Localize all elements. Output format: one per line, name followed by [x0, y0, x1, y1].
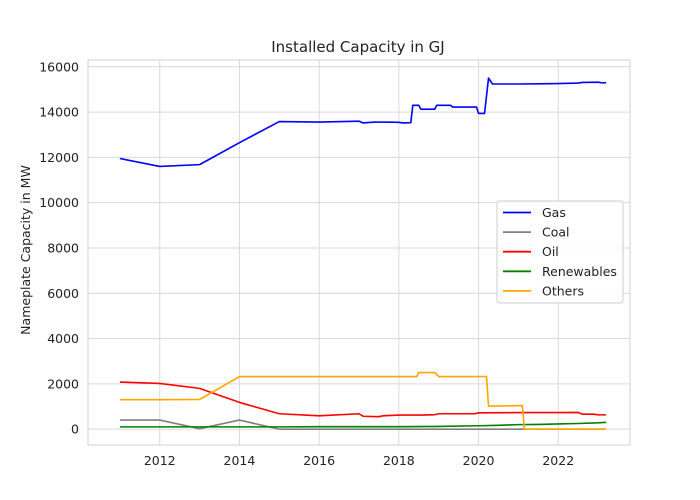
series-line-coal	[119, 419, 607, 430]
series-line-gas	[119, 77, 607, 168]
x-tick-label: 2022	[542, 453, 574, 468]
y-tick-label: 8000	[47, 240, 79, 255]
x-tick-label: 2014	[224, 453, 256, 468]
series-lines	[119, 77, 607, 430]
legend-box	[496, 200, 624, 304]
x-tick-label: 2016	[303, 453, 335, 468]
series-line-others	[119, 371, 607, 430]
tick-labels: 2012 2014 2016 2018 2020 2022 0 2000 4000 6000 800…	[39, 59, 574, 468]
legend-label-others: Others	[542, 283, 584, 298]
legend: Gas Coal Oil Renewables Others	[496, 200, 624, 304]
y-tick-label: 12000	[39, 150, 79, 165]
y-tick-label: 16000	[39, 59, 79, 74]
x-tick-label: 2018	[383, 453, 415, 468]
y-tick-label: 10000	[39, 195, 79, 210]
legend-label-coal: Coal	[542, 225, 570, 240]
series-line-oil	[119, 381, 607, 418]
x-tick-label: 2012	[144, 453, 176, 468]
chart-title: Installed Capacity in GJ	[271, 38, 444, 56]
legend-label-oil: Oil	[542, 244, 559, 259]
y-tick-label: 0	[71, 422, 79, 437]
y-tick-label: 14000	[39, 105, 79, 120]
legend-label-gas: Gas	[542, 205, 566, 220]
series-line-renewables	[119, 421, 607, 428]
x-tick-label: 2020	[463, 453, 495, 468]
y-tick-label: 4000	[47, 331, 79, 346]
y-tick-label: 6000	[47, 286, 79, 301]
y-tick-label: 2000	[47, 376, 79, 391]
axes	[87, 59, 631, 446]
plot-frame	[87, 59, 631, 446]
y-axis-label: Nameplate Capacity in MW	[18, 165, 33, 335]
legend-label-renewables: Renewables	[542, 264, 617, 279]
